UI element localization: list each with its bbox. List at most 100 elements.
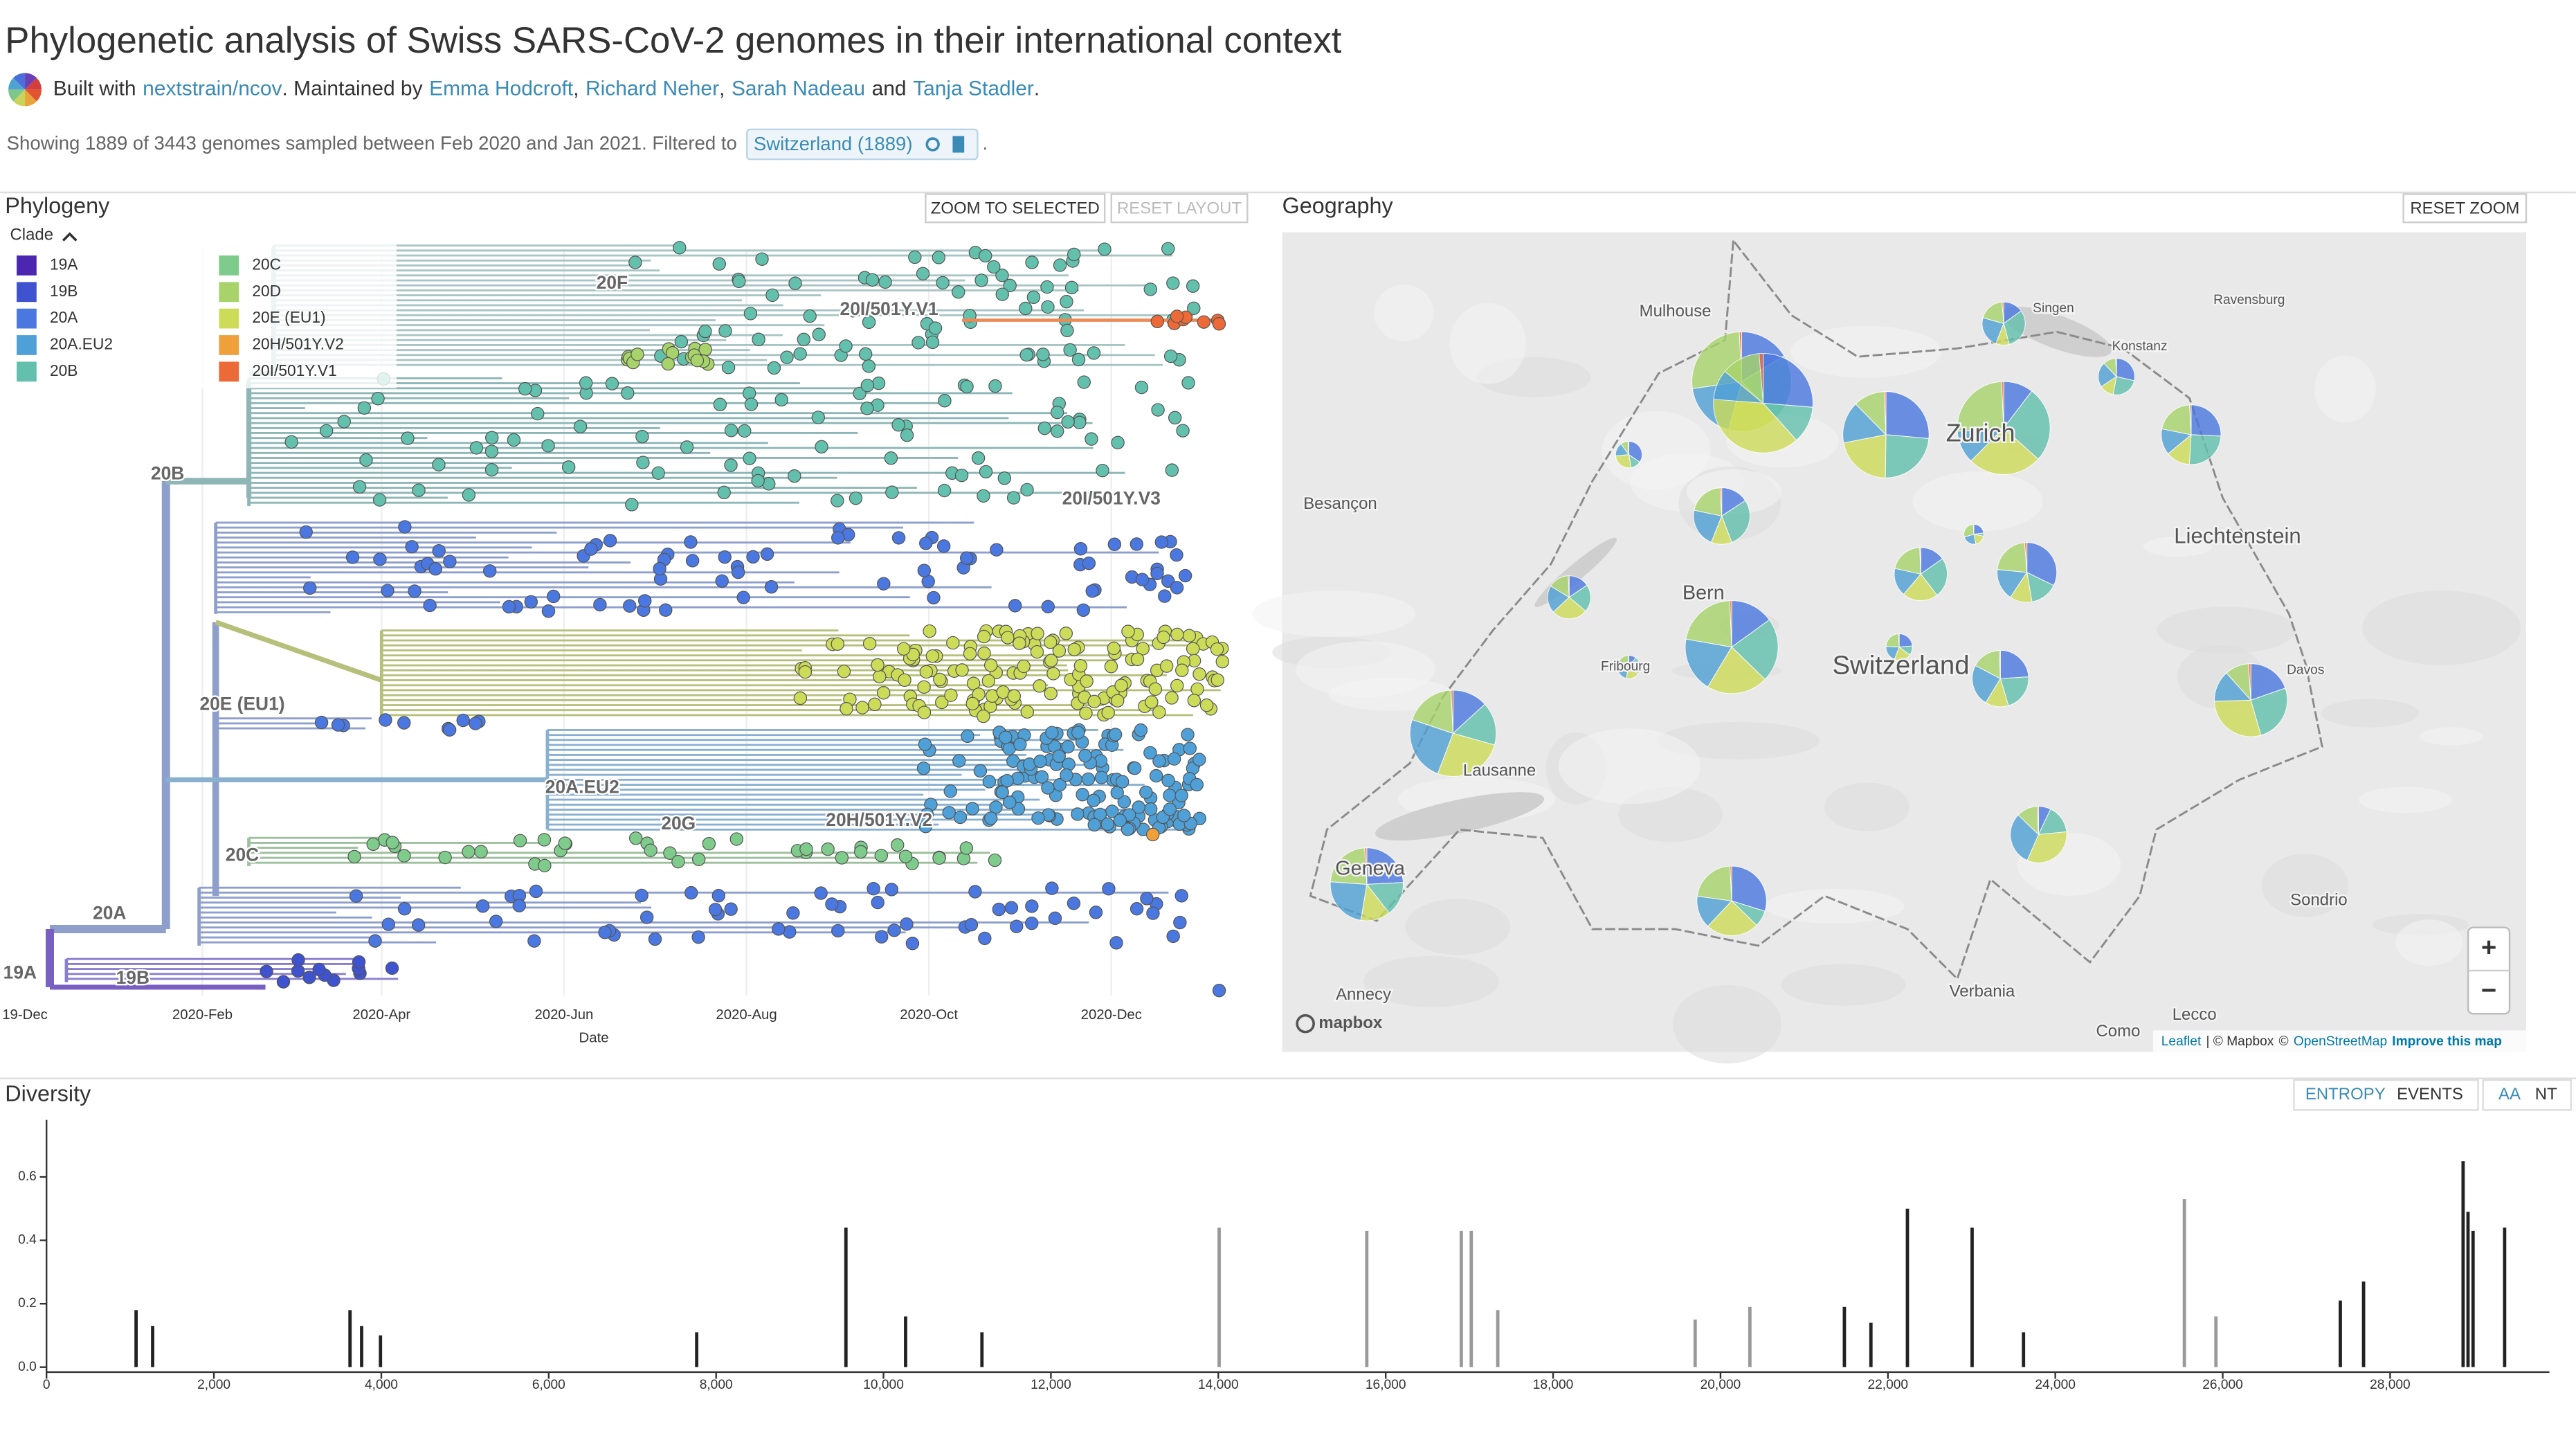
- tip[interactable]: [674, 334, 689, 349]
- tip[interactable]: [690, 353, 705, 368]
- tip[interactable]: [1158, 589, 1172, 603]
- tip[interactable]: [1079, 706, 1093, 720]
- tip[interactable]: [798, 665, 813, 679]
- tip[interactable]: [397, 849, 411, 863]
- tip[interactable]: [1190, 682, 1204, 696]
- tip[interactable]: [691, 852, 706, 866]
- tip[interactable]: [349, 889, 363, 903]
- tip[interactable]: [1150, 566, 1164, 581]
- tip[interactable]: [1073, 542, 1088, 556]
- toggle[interactable]: ENTROPY: [2305, 1085, 2386, 1104]
- tip[interactable]: [1143, 282, 1157, 296]
- tip[interactable]: [547, 589, 561, 604]
- tip[interactable]: [850, 303, 864, 317]
- tip[interactable]: [1093, 807, 1107, 822]
- entropy-bar[interactable]: [2503, 1227, 2507, 1367]
- tip[interactable]: [971, 451, 986, 465]
- tip[interactable]: [1044, 635, 1058, 649]
- tip[interactable]: [927, 591, 941, 605]
- attribution-part[interactable]: Leaflet: [2161, 1034, 2202, 1049]
- tip[interactable]: [411, 918, 426, 932]
- tip[interactable]: [943, 784, 957, 798]
- tip[interactable]: [541, 604, 556, 618]
- tip[interactable]: [1071, 807, 1085, 821]
- tip[interactable]: [935, 695, 949, 710]
- tip[interactable]: [729, 832, 743, 846]
- tip[interactable]: [484, 444, 499, 458]
- tip[interactable]: [858, 347, 873, 361]
- tip[interactable]: [1186, 642, 1200, 656]
- tip[interactable]: [793, 347, 807, 361]
- tip[interactable]: [558, 836, 572, 850]
- tip[interactable]: [793, 691, 808, 705]
- tip[interactable]: [917, 564, 931, 577]
- tip[interactable]: [917, 811, 932, 825]
- tip[interactable]: [925, 649, 940, 663]
- tip[interactable]: [1134, 723, 1148, 737]
- tip[interactable]: [1035, 770, 1049, 784]
- tip[interactable]: [651, 466, 665, 480]
- tip[interactable]: [368, 934, 382, 948]
- tip[interactable]: [1192, 667, 1206, 681]
- tip[interactable]: [1040, 280, 1054, 294]
- entropy-bar[interactable]: [151, 1326, 154, 1367]
- location-pie[interactable]: [2161, 404, 2222, 465]
- tip[interactable]: [960, 379, 974, 394]
- location-pie[interactable]: [2213, 663, 2288, 737]
- tip[interactable]: [623, 599, 637, 613]
- tip[interactable]: [302, 971, 316, 984]
- tip[interactable]: [1149, 768, 1163, 783]
- tip[interactable]: [1161, 773, 1175, 788]
- tip[interactable]: [474, 845, 488, 858]
- tip[interactable]: [1094, 771, 1109, 784]
- tip[interactable]: [1052, 749, 1066, 764]
- entropy-bar[interactable]: [1217, 1227, 1221, 1367]
- tip[interactable]: [831, 637, 844, 651]
- tip[interactable]: [1085, 432, 1098, 446]
- entropy-bar[interactable]: [379, 1335, 383, 1367]
- tip[interactable]: [1050, 405, 1064, 420]
- tip[interactable]: [992, 902, 1006, 917]
- tip[interactable]: [1087, 694, 1101, 709]
- tip[interactable]: [1190, 777, 1204, 792]
- tip[interactable]: [1167, 752, 1181, 766]
- tip[interactable]: [868, 697, 882, 712]
- tip[interactable]: [977, 709, 990, 723]
- tip[interactable]: [691, 930, 705, 944]
- tip[interactable]: [408, 584, 421, 598]
- tip[interactable]: [702, 837, 716, 851]
- tip[interactable]: [483, 564, 497, 578]
- tip[interactable]: [1073, 659, 1088, 673]
- tip[interactable]: [462, 488, 476, 502]
- tip[interactable]: [432, 544, 446, 558]
- tip[interactable]: [529, 884, 543, 899]
- tip[interactable]: [1178, 568, 1192, 583]
- tip[interactable]: [366, 837, 380, 852]
- tip[interactable]: [995, 269, 1009, 282]
- tip[interactable]: [1114, 678, 1128, 692]
- tip[interactable]: [1073, 415, 1087, 429]
- tip[interactable]: [812, 327, 826, 341]
- tip[interactable]: [1050, 424, 1064, 438]
- tip[interactable]: [1166, 929, 1180, 944]
- tip[interactable]: [1212, 317, 1226, 331]
- tip[interactable]: [386, 836, 399, 849]
- tip[interactable]: [891, 838, 905, 852]
- tip[interactable]: [966, 676, 981, 690]
- tip[interactable]: [1025, 916, 1039, 930]
- tip[interactable]: [1020, 483, 1034, 497]
- tip[interactable]: [1166, 276, 1180, 290]
- tip[interactable]: [1151, 403, 1165, 417]
- tip[interactable]: [1076, 788, 1089, 802]
- tip[interactable]: [952, 754, 966, 768]
- tip[interactable]: [1006, 491, 1021, 505]
- entropy-bar[interactable]: [1869, 1322, 1873, 1367]
- location-pie[interactable]: [1842, 391, 1930, 478]
- tip[interactable]: [1197, 315, 1211, 329]
- tip[interactable]: [485, 431, 499, 444]
- tip[interactable]: [885, 883, 899, 897]
- tip[interactable]: [469, 441, 484, 455]
- toggle[interactable]: AA: [2498, 1085, 2521, 1104]
- tip[interactable]: [965, 696, 979, 711]
- tip[interactable]: [1181, 376, 1195, 390]
